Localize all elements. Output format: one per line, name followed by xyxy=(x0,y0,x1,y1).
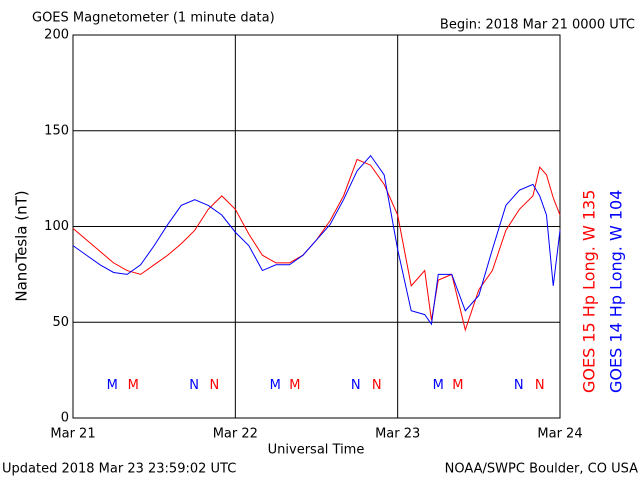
annotation: N xyxy=(514,378,524,393)
annotation: M xyxy=(107,378,118,393)
x-tick-label: Mar 21 xyxy=(50,427,95,442)
y-tick-label: 100 xyxy=(44,219,69,234)
y-tick-label: 0 xyxy=(61,411,69,426)
footer-left: Updated 2018 Mar 23 23:59:02 UTC xyxy=(2,462,236,477)
data-line xyxy=(72,158,561,332)
legend-entry: GOES 14 Hp Long. W 104 xyxy=(607,190,626,393)
annotation: M xyxy=(289,378,300,393)
y-tick-label: 50 xyxy=(52,315,69,330)
chart-title: GOES Magnetometer (1 minute data) xyxy=(32,11,275,26)
footer-right: NOAA/SWPC Boulder, CO USA xyxy=(445,462,638,477)
annotation: N xyxy=(189,378,199,393)
y-tick-label: 200 xyxy=(44,28,69,43)
legend-entry: GOES 15 Hp Long. W 135 xyxy=(580,190,599,393)
annotation: N xyxy=(372,378,382,393)
annotation: M xyxy=(270,378,281,393)
data-line xyxy=(72,154,561,326)
annotation: N xyxy=(209,378,219,393)
x-axis-label: Universal Time xyxy=(268,443,365,458)
annotation: M xyxy=(128,378,139,393)
x-tick-label: Mar 22 xyxy=(213,427,258,442)
x-tick-label: Mar 23 xyxy=(375,427,420,442)
annotation: M xyxy=(452,378,463,393)
x-tick-label: Mar 24 xyxy=(537,427,582,442)
subtitle: Begin: 2018 Mar 21 0000 UTC xyxy=(440,18,635,33)
annotation: N xyxy=(351,378,361,393)
annotation: M xyxy=(433,378,444,393)
y-tick-label: 150 xyxy=(44,123,69,138)
annotation: N xyxy=(535,378,545,393)
y-axis-label: NanoTesla (nT) xyxy=(13,190,31,301)
